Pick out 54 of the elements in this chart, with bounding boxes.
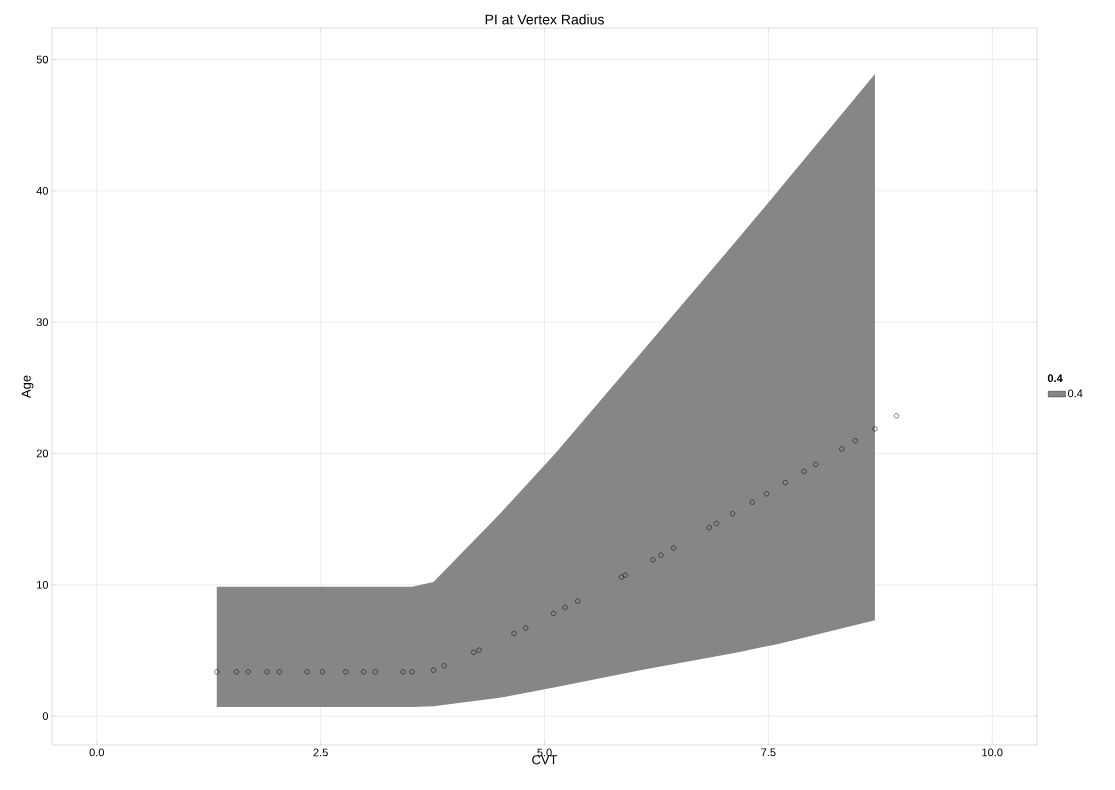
point [749, 499, 755, 505]
point [658, 552, 664, 558]
point [764, 491, 770, 497]
point [852, 438, 858, 444]
point [264, 669, 270, 675]
x-tick-label: 10.0 [982, 748, 1003, 757]
point [670, 545, 677, 551]
y-tick-label: 0 [42, 712, 49, 721]
point [893, 413, 899, 419]
point [618, 574, 625, 580]
point [801, 468, 807, 475]
point [276, 669, 282, 675]
y-tick-label: 40 [36, 186, 49, 195]
y-tick-label: 10 [37, 580, 49, 589]
point [523, 625, 529, 631]
point [471, 649, 477, 655]
y-tick-label: 50 [36, 55, 49, 64]
legend-title: 0.4 [1047, 374, 1063, 383]
point [511, 630, 517, 637]
point [476, 647, 482, 653]
x-tick-label: 5.0 [537, 748, 552, 757]
point [214, 669, 220, 675]
point [441, 663, 447, 669]
point [575, 598, 581, 604]
point [304, 669, 310, 675]
point [622, 572, 628, 578]
point [813, 461, 819, 467]
y-tick-label: 20 [36, 449, 49, 458]
legend-label: 0.4 [1067, 389, 1083, 398]
point [562, 604, 568, 611]
x-tick-label: 0.0 [89, 748, 104, 757]
y-tick-label: 30 [36, 318, 49, 327]
point [245, 669, 251, 675]
point [409, 669, 415, 675]
point [782, 480, 788, 486]
point [372, 669, 378, 675]
point [713, 520, 719, 527]
x-axis-title: CVT [532, 755, 558, 765]
point [319, 669, 325, 675]
point [361, 669, 367, 675]
point [706, 524, 712, 531]
x-tick-label: 2.5 [313, 748, 328, 757]
point [730, 511, 736, 517]
point [650, 557, 656, 563]
x-tick-label: 7.5 [761, 748, 776, 757]
point [839, 446, 845, 452]
point [430, 667, 437, 673]
y-axis-title: Age [21, 375, 34, 399]
point [233, 669, 240, 675]
point [872, 426, 878, 432]
chart-title: PI at Vertex Radius [485, 14, 604, 25]
point [343, 669, 349, 675]
point [550, 610, 557, 616]
point [400, 669, 406, 675]
